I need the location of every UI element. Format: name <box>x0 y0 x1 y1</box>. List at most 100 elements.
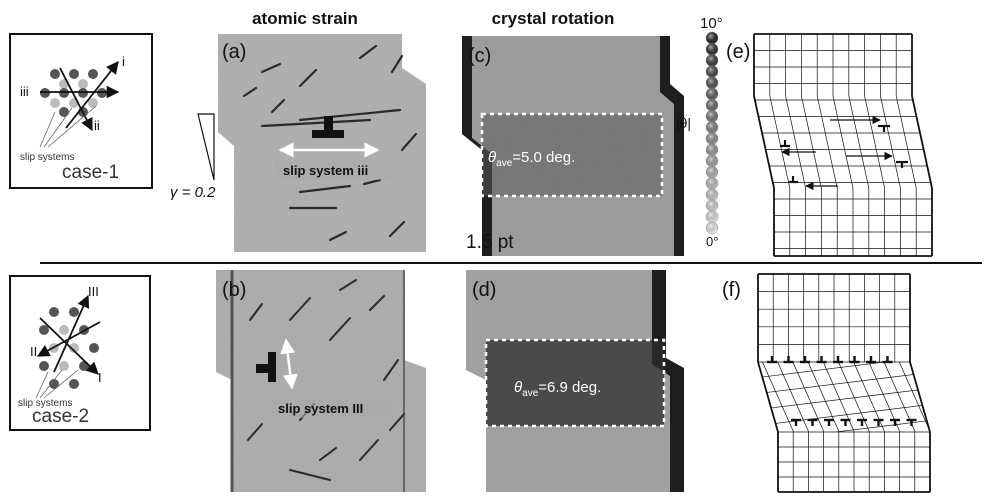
panel-c-label: (c) <box>468 45 491 67</box>
panel-e-slip-arrows <box>781 115 893 191</box>
rotated-grid-line <box>940 352 980 442</box>
grid-line-vertical <box>864 34 885 256</box>
rotated-grid-line <box>758 362 930 381</box>
rotated-grid-line <box>971 352 987 442</box>
rotation-box-lower <box>484 338 666 428</box>
colorbar-swatch-highlight <box>706 121 718 134</box>
colorbar-swatch-highlight <box>706 222 718 234</box>
panel-f-label: (f) <box>722 279 741 301</box>
theta-ave-lower: θave=6.9 deg. <box>514 379 601 399</box>
colorbar-swatch-highlight <box>706 177 718 190</box>
grid-line-vertical <box>785 34 806 256</box>
rotated-grid-line <box>712 352 752 442</box>
shear-triangle <box>197 113 215 181</box>
panel-e-dislocations <box>780 124 908 184</box>
panel-a: (a) slip system iii <box>218 34 426 252</box>
grid-line-vertical <box>848 34 870 256</box>
grid-line-vertical <box>816 34 838 256</box>
rotated-grid-line <box>803 362 844 432</box>
panel-c: (c) θave=5.0 deg. 1.5 pt <box>462 36 684 256</box>
rotation-box-upper <box>480 112 664 198</box>
panel-f: (f) <box>697 273 987 493</box>
dislocation-symbol <box>256 352 276 382</box>
panel-f-grid <box>697 273 987 493</box>
grid-border-right <box>909 361 931 433</box>
colorbar-swatch-highlight <box>706 210 718 223</box>
case2-label-II: II <box>30 344 37 359</box>
header-atomic-strain: atomic strain <box>252 9 358 28</box>
grid-line-vertical <box>832 34 854 256</box>
grid-line-vertical <box>801 34 822 256</box>
case2-pointer-line <box>39 369 63 399</box>
colorbar-swatch-highlight <box>706 188 718 201</box>
rotated-grid-line <box>772 362 814 432</box>
panel-d: (d) θave=6.9 deg. <box>466 270 684 492</box>
panel-f-dislocations <box>767 356 917 426</box>
colorbar-swatch-highlight <box>706 32 718 44</box>
case1-slip-arrow-ii <box>59 67 93 132</box>
panel-b-label: (b) <box>222 279 246 301</box>
case2-inset: III II I slip systems case-2 <box>9 275 151 431</box>
colorbar-swatch-highlight <box>706 110 718 123</box>
panel-e-label: (e) <box>726 41 750 63</box>
case2-label-I: I <box>98 370 102 385</box>
rotated-grid-line <box>758 385 930 413</box>
rotated-band <box>697 290 987 476</box>
rotated-grid-line <box>738 450 950 476</box>
slip-system-label-lower: slip system III <box>278 401 363 416</box>
panel-e-grid <box>753 33 933 257</box>
rotated-grid-line <box>879 362 920 432</box>
colorbar-swatch-highlight <box>706 76 718 89</box>
case1-slip-systems-label: slip systems <box>20 152 74 163</box>
case1-title: case-1 <box>62 162 119 183</box>
theta-ave-upper: θave=5.0 deg. <box>488 149 575 169</box>
rotated-grid-line <box>758 362 930 365</box>
colorbar-swatch-highlight <box>706 166 718 179</box>
grid-line-vertical <box>753 34 775 256</box>
case2-pointer-line <box>43 369 79 399</box>
colorbar-swatch-highlight <box>706 132 718 145</box>
slip-system-label-upper: slip system iii <box>283 163 368 178</box>
case1-label-ii: ii <box>94 118 100 133</box>
case1-label-iii: iii <box>20 84 29 99</box>
rotated-grid-line <box>697 352 737 442</box>
case1-label-i: i <box>122 54 125 69</box>
dislocation-symbol <box>312 116 344 138</box>
colorbar-swatch-highlight <box>706 154 718 167</box>
panel-a-label: (a) <box>222 41 246 63</box>
rotated-grid-line <box>758 362 768 432</box>
colorbar-axis-label: |θ| <box>676 115 691 131</box>
colorbar-swatch-highlight <box>706 143 718 156</box>
colorbar-max-label: 10° <box>700 15 723 32</box>
rotated-grid-line <box>848 362 890 432</box>
colorbar-swatch-highlight <box>706 65 718 78</box>
panel-d-dark-border <box>652 270 684 492</box>
rotated-grid-line <box>818 362 860 432</box>
colorbar-swatch-highlight <box>706 54 718 67</box>
grid-line-vertical <box>911 34 933 256</box>
grid-border-left <box>757 361 779 433</box>
panel-b: (b) slip system III <box>216 270 426 492</box>
rotated-grid-line <box>738 306 950 332</box>
case2-slip-arrow-I <box>39 317 99 375</box>
case1-pointer-line <box>39 111 56 148</box>
rotated-grid-line <box>924 362 930 432</box>
panel-b-dislocation-lines <box>247 279 405 481</box>
stroke-note: 1.5 pt <box>466 232 514 253</box>
rotated-grid-line <box>758 362 799 432</box>
rotated-grid-line <box>833 362 875 432</box>
colorbar-min-label: 0° <box>706 234 718 249</box>
case2-title: case-2 <box>32 406 89 427</box>
rotated-grid-line <box>738 290 950 316</box>
case2-slip-arrow-II <box>36 321 101 357</box>
case1-pointer-line <box>47 105 97 148</box>
colorbar-swatch-highlight <box>706 199 718 212</box>
rotated-grid-line <box>956 352 987 442</box>
case1-inset: i ii iii slip systems case-1 <box>9 33 153 189</box>
case2-label-III: III <box>88 284 99 299</box>
panel-e: (e) <box>726 33 933 257</box>
panel-c-dark-border <box>660 36 684 256</box>
slip-direction-arrow-lower <box>280 338 298 390</box>
grid-line-vertical <box>895 34 917 256</box>
